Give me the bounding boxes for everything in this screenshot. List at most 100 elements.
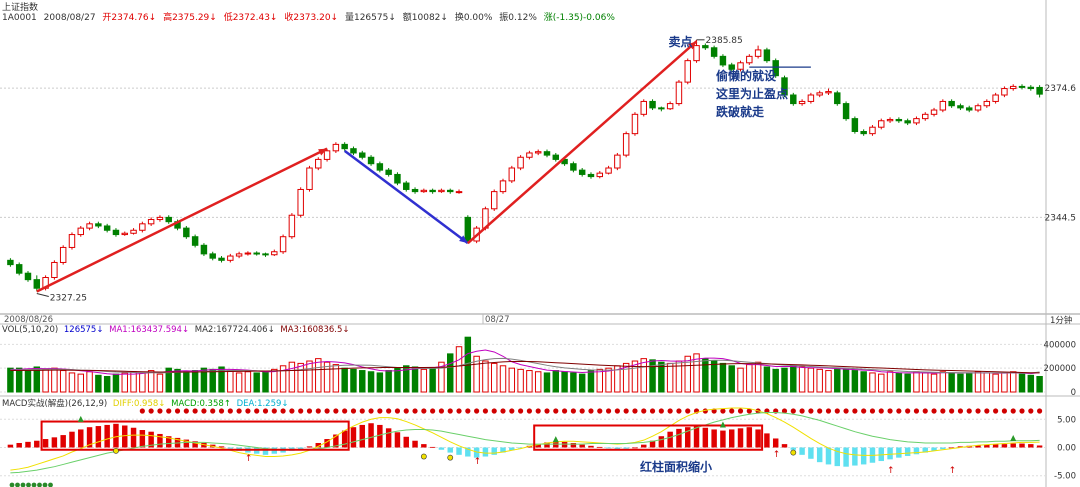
signal-dot-green <box>15 482 20 487</box>
volume-bar <box>922 372 929 393</box>
candle-body <box>235 253 243 257</box>
macd-bar <box>984 444 990 448</box>
cross-marker-up <box>1010 435 1017 442</box>
candle-body <box>640 100 647 115</box>
cross-marker-arrow: ↑ <box>773 450 781 460</box>
volume-bar <box>473 355 480 393</box>
macd-bar <box>561 441 568 448</box>
macd-dea: DEA:1.259↓ <box>236 399 289 409</box>
signal-dot <box>975 408 981 414</box>
signal-dot <box>799 408 805 414</box>
macd-bar <box>693 426 700 448</box>
macd-bar <box>350 427 357 448</box>
signal-dot <box>949 408 955 414</box>
macd-bar <box>632 447 638 449</box>
candle-body <box>658 107 665 110</box>
volume-bar <box>913 371 920 393</box>
signal-dot <box>280 408 286 414</box>
signal-dot <box>465 408 471 414</box>
macd-bar <box>834 447 841 467</box>
signal-dot <box>931 408 937 414</box>
candle-body <box>534 151 542 154</box>
signal-dot <box>438 408 445 414</box>
macd-bar <box>1019 443 1025 448</box>
candle-body <box>1027 86 1035 90</box>
volume-bar <box>411 366 419 393</box>
macd-bar <box>491 447 497 455</box>
candle-body <box>614 154 621 169</box>
candle-body <box>772 60 779 77</box>
volume-bar <box>191 370 199 393</box>
macd-bar <box>808 447 814 459</box>
volume-bar <box>605 367 612 393</box>
macd-bar <box>403 436 409 448</box>
signal-dot <box>183 408 189 414</box>
volume-bar <box>631 360 639 393</box>
volume-bar <box>297 362 304 393</box>
volume-bar <box>693 353 700 393</box>
macd-bar <box>992 444 999 448</box>
volume-bar <box>112 373 120 393</box>
candle-body <box>341 143 348 150</box>
signal-dot <box>737 408 744 414</box>
macd-bar <box>1001 444 1008 448</box>
macd-bar <box>465 447 471 457</box>
amplitude-value: 振0.12% <box>499 13 537 23</box>
candle-body <box>271 251 278 256</box>
macd-bar <box>341 430 348 448</box>
macd-bar <box>720 430 726 448</box>
signal-dot <box>227 408 233 414</box>
candle-body <box>183 227 190 238</box>
macd-bar <box>702 427 709 448</box>
macd-bar <box>218 446 225 448</box>
candle-body <box>939 100 947 111</box>
candle-body <box>103 225 111 231</box>
macd-bar <box>183 439 190 448</box>
signal-dot <box>157 408 163 414</box>
volume-value: 量126575↓ <box>344 13 396 23</box>
candle-body <box>781 77 788 96</box>
volume-bar <box>499 365 507 393</box>
volume-bar <box>684 355 691 393</box>
candle-body <box>675 81 683 105</box>
candle-body <box>464 216 472 242</box>
signal-dot <box>386 408 392 414</box>
signal-dot <box>245 408 251 414</box>
candle-body <box>904 120 911 124</box>
candle-body <box>68 234 76 248</box>
candle-body <box>209 253 216 259</box>
candle-body <box>367 156 375 165</box>
x-tick-label: 08/27 <box>485 315 510 325</box>
candle-body <box>666 103 674 110</box>
candle-body <box>244 252 252 255</box>
signal-dot <box>605 408 612 414</box>
macd-bar <box>1036 445 1043 448</box>
candle-body <box>895 118 903 122</box>
candle-body <box>622 133 630 156</box>
macd-bar <box>166 436 172 448</box>
macd-bar <box>975 445 981 448</box>
signal-dot <box>649 408 656 414</box>
macd-bar <box>139 430 146 448</box>
candle-body <box>1036 86 1043 95</box>
chart-title: 上证指数 <box>2 3 39 13</box>
signal-dot <box>350 408 357 414</box>
macd-bar <box>913 447 920 455</box>
macd-bar <box>764 433 770 448</box>
signal-dot <box>1001 408 1008 414</box>
volume-bar <box>86 371 93 393</box>
macd-bar <box>447 447 453 453</box>
volume-bar <box>447 353 454 393</box>
cross-marker-up <box>552 436 559 443</box>
candle-body <box>455 191 463 194</box>
volume-bar <box>121 372 128 393</box>
candle-body <box>860 131 867 135</box>
signal-dot <box>192 408 198 414</box>
volume-bar <box>218 366 225 393</box>
volume-bar <box>42 368 49 393</box>
candle-body <box>359 152 366 158</box>
volume-bar <box>649 359 656 393</box>
candle-body <box>816 92 823 96</box>
volume-bar <box>526 370 533 393</box>
candle-body <box>315 158 322 169</box>
